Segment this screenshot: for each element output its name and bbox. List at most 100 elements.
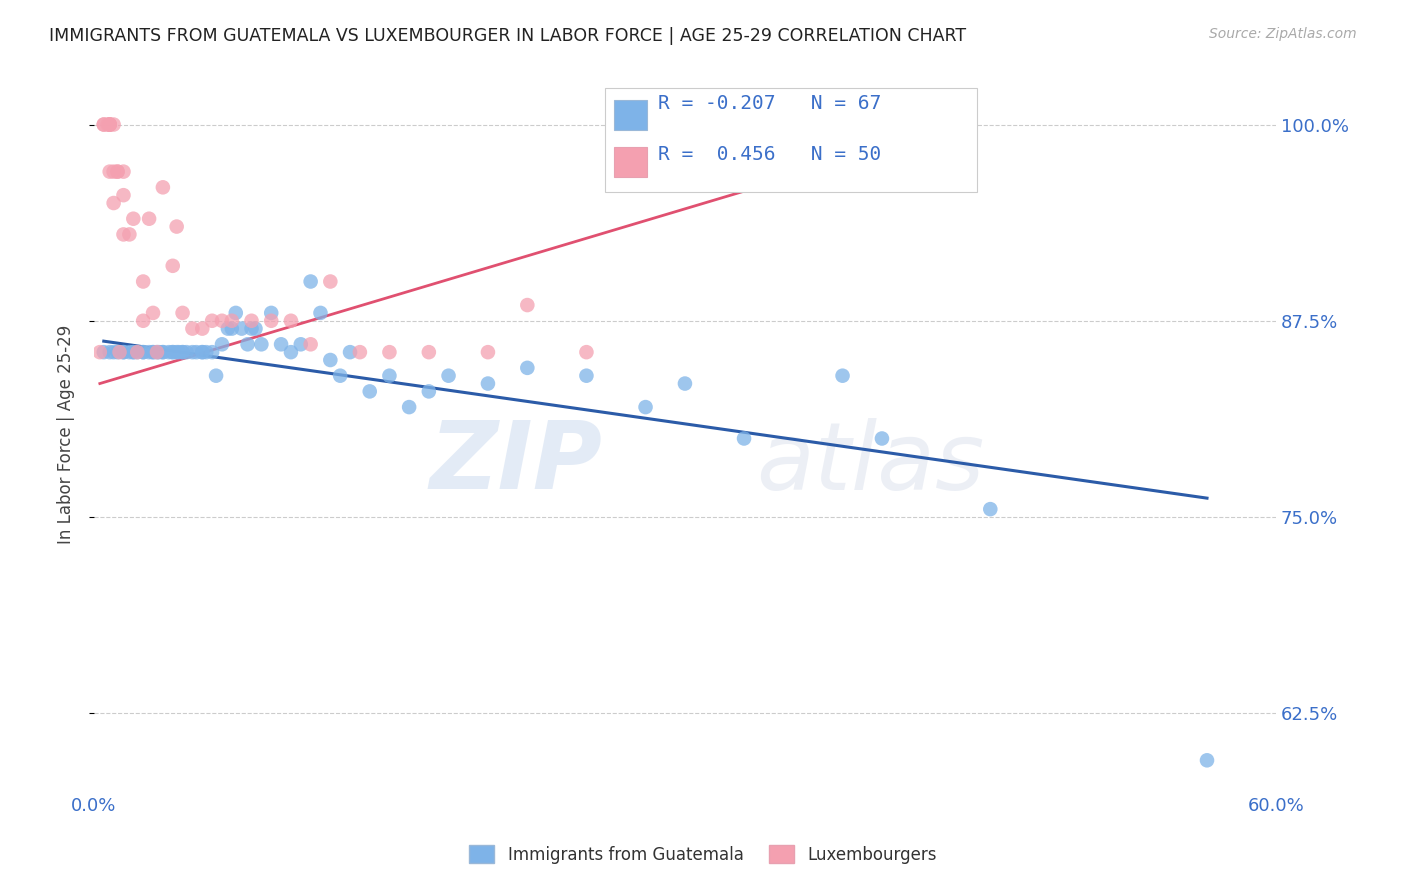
Point bbox=[733, 432, 755, 446]
Point bbox=[122, 345, 145, 359]
Point bbox=[112, 188, 135, 202]
Point bbox=[225, 306, 247, 320]
Point bbox=[127, 345, 149, 359]
Point bbox=[191, 345, 214, 359]
Point bbox=[516, 298, 538, 312]
Text: ZIP: ZIP bbox=[429, 417, 602, 509]
Point bbox=[477, 345, 499, 359]
Point bbox=[378, 368, 401, 383]
Point bbox=[979, 502, 1001, 516]
Point bbox=[107, 164, 129, 178]
Point bbox=[118, 227, 141, 242]
Point bbox=[821, 157, 844, 171]
Point bbox=[152, 345, 174, 359]
Point bbox=[299, 337, 322, 351]
Point bbox=[231, 321, 253, 335]
Point bbox=[146, 345, 169, 359]
Point bbox=[138, 345, 160, 359]
Point bbox=[103, 345, 125, 359]
Point bbox=[575, 345, 598, 359]
Point bbox=[107, 345, 129, 359]
Text: R =  0.456   N = 50: R = 0.456 N = 50 bbox=[658, 145, 882, 164]
Point bbox=[93, 345, 115, 359]
Point bbox=[122, 345, 145, 359]
Point bbox=[167, 345, 190, 359]
Point bbox=[152, 180, 174, 194]
Point bbox=[138, 211, 160, 226]
Point bbox=[166, 345, 188, 359]
Point bbox=[157, 345, 180, 359]
Point bbox=[290, 337, 312, 351]
Point bbox=[108, 345, 131, 359]
Point bbox=[477, 376, 499, 391]
Point bbox=[329, 368, 352, 383]
Point bbox=[831, 368, 853, 383]
Point bbox=[162, 345, 184, 359]
Point bbox=[181, 321, 204, 335]
Point bbox=[98, 118, 121, 132]
Point bbox=[191, 321, 214, 335]
Text: R = -0.207   N = 67: R = -0.207 N = 67 bbox=[658, 95, 882, 113]
Point bbox=[112, 345, 135, 359]
Point bbox=[132, 345, 155, 359]
Point bbox=[181, 345, 204, 359]
Point bbox=[245, 321, 267, 335]
Point bbox=[98, 345, 121, 359]
Point bbox=[191, 345, 214, 359]
Point bbox=[107, 164, 129, 178]
Point bbox=[240, 321, 263, 335]
Point bbox=[132, 275, 155, 289]
Point bbox=[644, 172, 666, 186]
Point bbox=[201, 314, 224, 328]
Point bbox=[93, 118, 115, 132]
Point bbox=[673, 157, 696, 171]
Point bbox=[1195, 753, 1218, 767]
Point bbox=[186, 345, 208, 359]
Point bbox=[118, 345, 141, 359]
Point bbox=[98, 118, 121, 132]
Point bbox=[142, 345, 165, 359]
Point bbox=[309, 306, 332, 320]
Point bbox=[713, 157, 735, 171]
Point bbox=[162, 259, 184, 273]
Point bbox=[195, 345, 218, 359]
Point bbox=[98, 118, 121, 132]
Point bbox=[634, 400, 657, 414]
Point bbox=[122, 211, 145, 226]
FancyBboxPatch shape bbox=[614, 147, 647, 178]
Point bbox=[260, 314, 283, 328]
Point bbox=[112, 227, 135, 242]
Point bbox=[280, 345, 302, 359]
Point bbox=[349, 345, 371, 359]
Point bbox=[221, 321, 243, 335]
Point bbox=[260, 306, 283, 320]
Point bbox=[152, 345, 174, 359]
Point bbox=[319, 353, 342, 368]
Point bbox=[221, 314, 243, 328]
Point bbox=[172, 345, 194, 359]
Point bbox=[205, 368, 228, 383]
Point bbox=[240, 314, 263, 328]
Text: atlas: atlas bbox=[756, 417, 984, 508]
Point bbox=[250, 337, 273, 351]
Point bbox=[142, 306, 165, 320]
Point bbox=[398, 400, 420, 414]
Point bbox=[359, 384, 381, 399]
Point bbox=[176, 345, 198, 359]
Point bbox=[132, 345, 155, 359]
Point bbox=[112, 164, 135, 178]
FancyBboxPatch shape bbox=[614, 100, 647, 129]
Point bbox=[339, 345, 361, 359]
Point bbox=[418, 384, 440, 399]
Point bbox=[870, 432, 893, 446]
Point bbox=[211, 314, 233, 328]
Point bbox=[217, 321, 239, 335]
Point bbox=[280, 314, 302, 328]
Point bbox=[299, 275, 322, 289]
Point bbox=[112, 345, 135, 359]
Point bbox=[132, 314, 155, 328]
Point bbox=[162, 345, 184, 359]
Text: IMMIGRANTS FROM GUATEMALA VS LUXEMBOURGER IN LABOR FORCE | AGE 25-29 CORRELATION: IMMIGRANTS FROM GUATEMALA VS LUXEMBOURGE… bbox=[49, 27, 966, 45]
Point bbox=[378, 345, 401, 359]
Point bbox=[211, 337, 233, 351]
